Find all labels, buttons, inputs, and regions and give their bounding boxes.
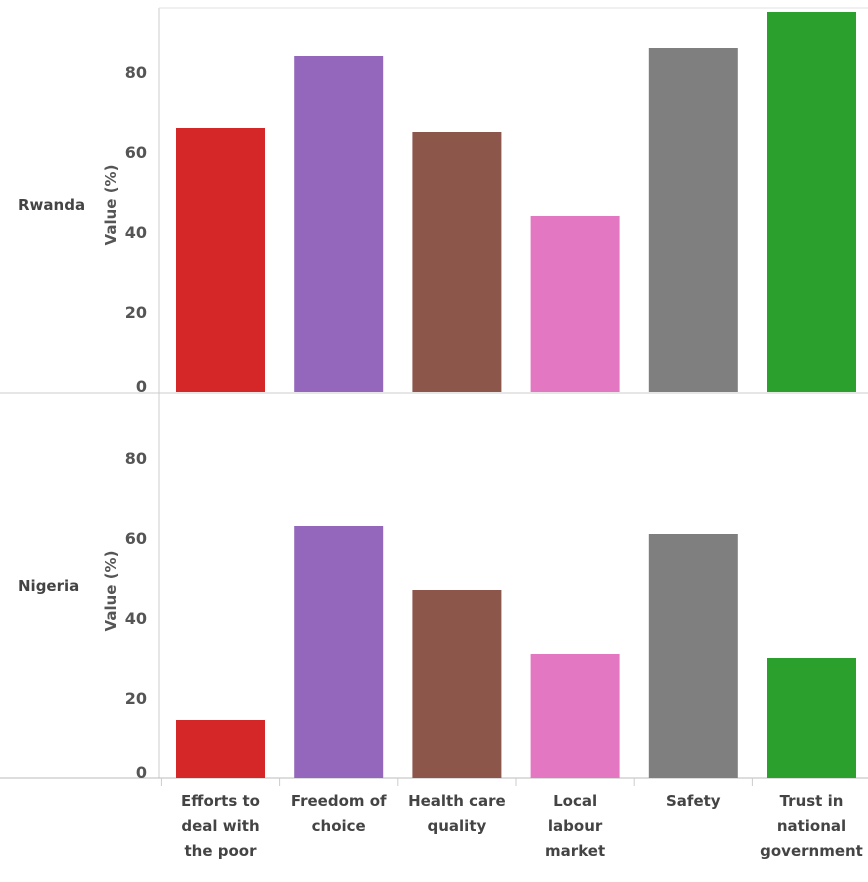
x-tick-label-line: Safety (666, 792, 721, 810)
bar (176, 128, 265, 392)
x-tick-label-line: market (545, 842, 605, 860)
x-tick-label: Health care quality (408, 792, 506, 835)
x-tick-label-line: Efforts to (181, 792, 260, 810)
x-tick-label-line: Freedom of (291, 792, 387, 810)
x-tick-label: Local labour market (545, 792, 605, 860)
bar (530, 216, 620, 392)
row-label: Nigeria (18, 577, 79, 595)
panel-nigeria: Nigeria Value (%) 0 20 40 60 80 (18, 449, 856, 782)
y-tick-label: 0 (136, 763, 147, 782)
x-tick-label-line: Local (553, 792, 597, 810)
bar (176, 720, 265, 778)
y-tick-label: 0 (136, 377, 147, 396)
x-tick-label-line: labour (548, 817, 603, 835)
bar (767, 12, 856, 392)
x-tick-label-line: deal with (181, 817, 259, 835)
y-tick-label: 60 (125, 529, 147, 548)
bar (294, 56, 384, 392)
x-tick-label: Efforts to deal with the poor (181, 792, 260, 860)
y-axis-title: Value (%) (102, 551, 120, 632)
y-tick-label: 40 (125, 223, 147, 242)
x-tick-label-line: national (777, 817, 846, 835)
bar (530, 654, 620, 778)
x-axis: Efforts to deal with the poor Freedom of cho… (160, 778, 863, 860)
y-tick-label: 20 (125, 689, 147, 708)
y-tick-label: 20 (125, 303, 147, 322)
bar (648, 48, 738, 392)
x-tick-label-line: Trust in (780, 792, 844, 810)
x-tick-label-line: choice (312, 817, 366, 835)
y-tick-label: 40 (125, 609, 147, 628)
x-tick-label-line: Health care (408, 792, 506, 810)
bar (294, 526, 384, 778)
x-tick-label-line: the poor (185, 842, 258, 860)
row-label: Rwanda (18, 196, 85, 214)
panel-rwanda: Rwanda Value (%) 0 20 40 60 80 (18, 12, 856, 396)
bar (412, 132, 502, 392)
bar (648, 534, 738, 778)
x-tick-label: Freedom of choice (291, 792, 387, 835)
y-tick-label: 80 (125, 63, 147, 82)
x-tick-label-line: quality (428, 817, 487, 835)
y-tick-label: 60 (125, 143, 147, 162)
x-tick-label: Trust in national government (760, 792, 863, 860)
y-tick-label: 80 (125, 449, 147, 468)
y-axis-title: Value (%) (102, 165, 120, 246)
bar (412, 590, 502, 778)
x-tick-label-line: government (760, 842, 863, 860)
x-tick-label: Safety (666, 792, 721, 810)
chart-panels: Rwanda Value (%) 0 20 40 60 80 Nigeria Value (%)… (18, 12, 856, 782)
bar (767, 658, 856, 778)
